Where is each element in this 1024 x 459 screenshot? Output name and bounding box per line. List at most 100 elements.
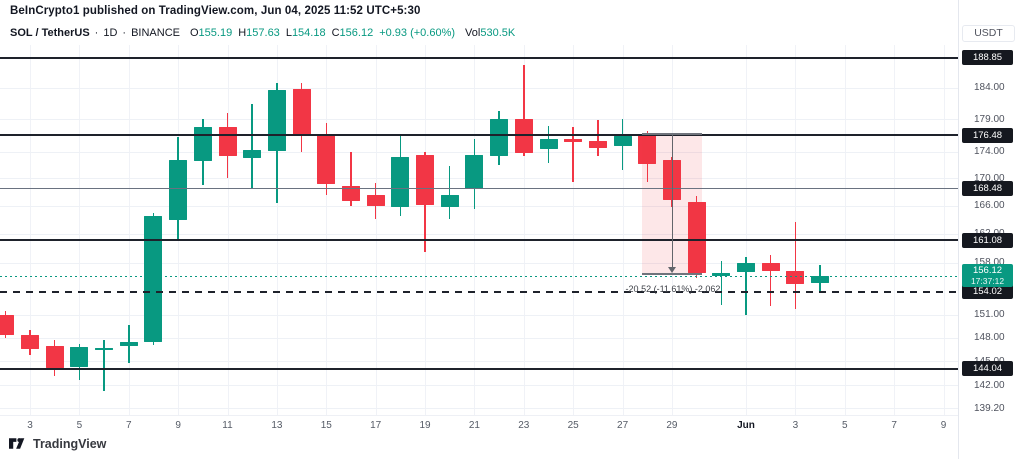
time-tick-label: 23 xyxy=(518,420,530,431)
time-tick-label: 25 xyxy=(567,420,579,431)
candle-body xyxy=(490,119,509,157)
vertical-gridline xyxy=(523,45,525,415)
horizontal-gridline xyxy=(0,151,958,153)
interval-label[interactable]: 1D xyxy=(103,27,118,39)
current-price-value: 156.12 xyxy=(972,265,1003,277)
measure-bottom-cap xyxy=(642,272,702,275)
candle-body xyxy=(193,126,212,161)
vertical-gridline xyxy=(474,45,476,415)
price-level-line xyxy=(0,239,958,242)
candle-body xyxy=(638,135,657,164)
ohlc-value: 156.12 xyxy=(339,27,374,39)
separator-dot: · xyxy=(122,27,127,39)
candle-body xyxy=(811,276,830,284)
ohlc-letter: H xyxy=(238,27,247,39)
candle-wick xyxy=(251,104,253,188)
price-level-badge: 168.48 xyxy=(962,181,1013,197)
horizontal-gridline xyxy=(0,119,958,121)
separator-dot: · xyxy=(94,27,99,39)
horizontal-gridline xyxy=(0,408,958,410)
symbol-title[interactable]: SOL / TetherUS xyxy=(10,27,90,39)
time-tick-label: 29 xyxy=(666,420,678,431)
candle-body xyxy=(218,126,237,157)
time-tick-label: 9 xyxy=(175,420,181,431)
candle-body xyxy=(366,195,385,207)
ohlc-value: 155.19 xyxy=(198,27,233,39)
vertical-gridline xyxy=(227,45,229,415)
horizontal-gridline xyxy=(0,385,958,387)
time-tick-label: 3 xyxy=(792,420,799,431)
horizontal-gridline xyxy=(0,205,958,207)
vertical-gridline xyxy=(326,45,328,415)
vertical-gridline xyxy=(746,45,747,415)
candle-body xyxy=(292,89,311,136)
candle-body xyxy=(539,139,558,149)
measure-top-cap xyxy=(642,133,702,135)
price-level-badge: 161.08 xyxy=(962,232,1013,248)
candle-wick xyxy=(572,126,574,182)
candle-wick xyxy=(720,261,723,305)
candle-body xyxy=(70,347,89,367)
price-tick-label: 139.20 xyxy=(974,402,1005,414)
time-tick-label: 21 xyxy=(468,420,480,431)
vertical-gridline xyxy=(375,45,377,415)
ohlc-value: 154.18 xyxy=(291,27,326,39)
time-axis[interactable]: 3 5 7 9 11 13 15 17 19 21 23 25 27 29 Jun 3 5 7 9 xyxy=(0,415,958,439)
price-level-badge: 144.04 xyxy=(962,361,1013,377)
attribution-bar: BeInCrypto1 published on TradingView.com… xyxy=(10,5,421,17)
candle-body xyxy=(712,272,731,276)
price-axis[interactable]: 184.00179.00174.00170.00166.00162.00158.… xyxy=(958,0,1024,459)
candle-body xyxy=(317,135,336,184)
candle-wick xyxy=(350,152,352,206)
measure-arrow-line xyxy=(671,135,673,268)
candle-wick xyxy=(448,165,451,219)
time-tick-label: 17 xyxy=(370,420,382,431)
vertical-gridline xyxy=(844,45,846,415)
current-price-line xyxy=(0,276,958,278)
candle-body xyxy=(588,141,607,148)
chart-legend: SOL / TetherUS · 1D · BINANCE O155.19 H157.63 L… xyxy=(10,27,515,39)
ohlc-letter: L xyxy=(285,27,292,39)
price-level-badge: 176.48 xyxy=(962,127,1013,143)
candle-wick xyxy=(745,256,747,315)
horizontal-gridline xyxy=(0,314,958,316)
vertical-gridline xyxy=(943,45,945,415)
time-tick-label: 3 xyxy=(27,420,33,431)
price-tick-label: 145.00 xyxy=(974,356,1005,367)
time-tick-label: 13 xyxy=(271,420,283,431)
price-level-badge: 154.02 xyxy=(962,284,1013,300)
price-tick-label: 170.00 xyxy=(974,172,1005,184)
ohlc-value: 157.63 xyxy=(246,27,280,39)
time-tick-label: 5 xyxy=(76,420,83,431)
time-tick-label: 15 xyxy=(320,420,332,431)
candle-body xyxy=(416,155,434,206)
time-tick-label: 11 xyxy=(222,420,233,431)
measure-arrow-head xyxy=(668,266,677,273)
candle-body xyxy=(465,155,484,190)
horizontal-gridline xyxy=(0,262,958,264)
candle-body xyxy=(342,185,360,201)
price-tick-label: 184.00 xyxy=(974,82,1005,93)
ohlc-letter: C xyxy=(331,27,340,39)
time-tick-label: 27 xyxy=(617,420,629,431)
time-tick-label: 7 xyxy=(126,420,132,431)
candle-body xyxy=(564,138,583,142)
price-level-line xyxy=(0,56,958,59)
quote-currency-badge: USDT xyxy=(962,25,1015,42)
chart-plot-area[interactable] xyxy=(0,0,958,459)
candle-wick xyxy=(597,119,599,156)
price-level-line xyxy=(0,134,958,137)
vertical-gridline xyxy=(622,45,624,415)
price-tick-label: 148.00 xyxy=(974,332,1005,344)
vertical-gridline xyxy=(276,45,278,415)
ohlc-letter: O xyxy=(189,27,199,39)
tradingview-logo-text: TradingView xyxy=(33,436,107,451)
volume-label: Vol xyxy=(465,27,481,39)
tradingview-logo[interactable]: TradingView xyxy=(9,436,106,451)
exchange-label: BINANCE xyxy=(131,27,180,39)
vertical-gridline xyxy=(79,45,81,415)
candle-body xyxy=(45,346,64,369)
vertical-gridline xyxy=(894,45,896,415)
candle-wick xyxy=(769,254,772,306)
price-tick-label: 174.00 xyxy=(974,146,1005,158)
